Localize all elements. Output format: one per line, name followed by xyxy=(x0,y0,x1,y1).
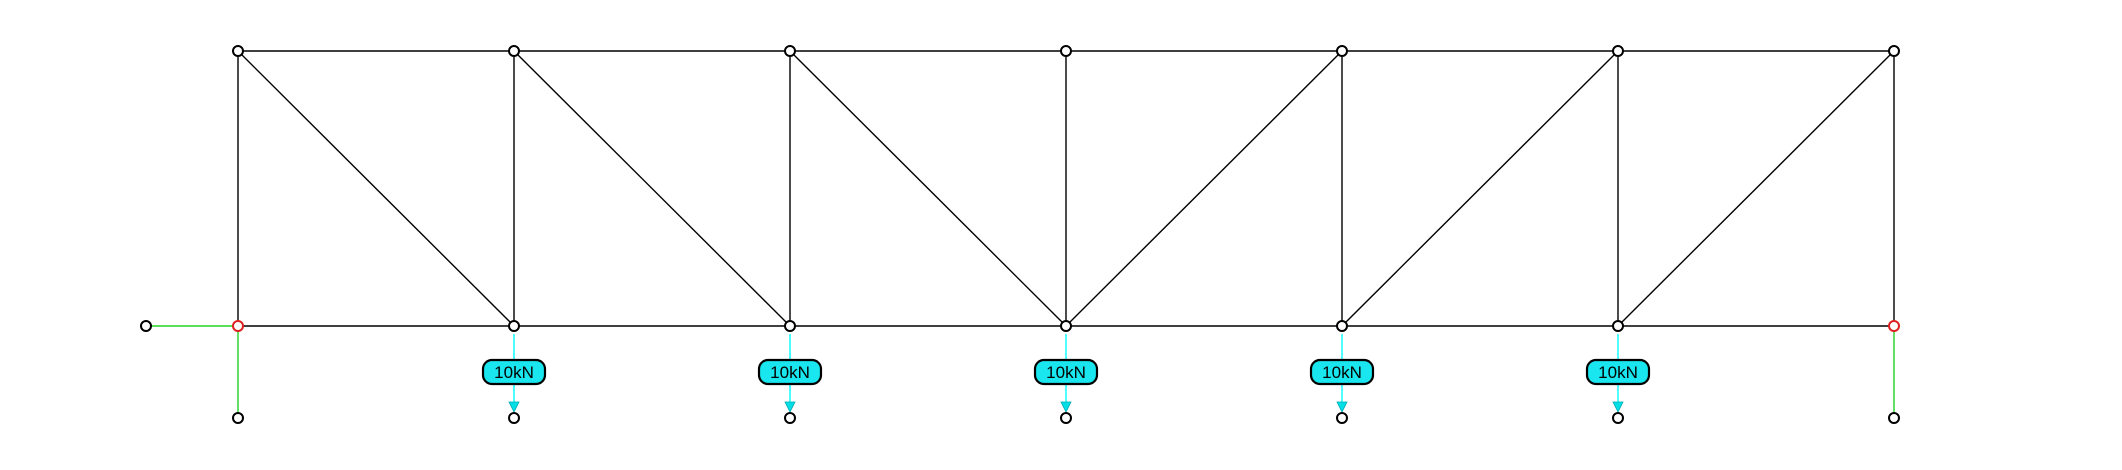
load-label-box xyxy=(481,358,547,386)
load-arrowhead-B6 xyxy=(1612,401,1624,413)
load-arrowhead-B4 xyxy=(1060,401,1072,413)
truss-member-T6-B5 xyxy=(1341,50,1619,327)
load-label-text: 10kN xyxy=(770,363,810,382)
load-label-text: 10kN xyxy=(494,363,534,382)
node-T5[interactable] xyxy=(1336,45,1348,57)
ground-node[interactable] xyxy=(140,320,152,332)
load-label-box xyxy=(1585,358,1651,386)
load-label-text: 10kN xyxy=(1322,363,1362,382)
load-label-box xyxy=(757,358,823,386)
ground-node[interactable] xyxy=(1612,412,1624,424)
load-label-box xyxy=(1033,358,1099,386)
load-label: 10kN xyxy=(481,358,547,386)
node-B5[interactable] xyxy=(1336,320,1348,332)
load-label: 10kN xyxy=(757,358,823,386)
load-label-box xyxy=(1309,358,1375,386)
truss-member-T5-B4 xyxy=(1065,50,1343,327)
load-arrowhead-B2 xyxy=(508,401,520,413)
truss-member-T1-B2 xyxy=(237,50,515,327)
load-label: 10kN xyxy=(1033,358,1099,386)
node-B2[interactable] xyxy=(508,320,520,332)
truss-nodes xyxy=(140,45,1900,424)
ground-node[interactable] xyxy=(1336,412,1348,424)
load-label-text: 10kN xyxy=(1046,363,1086,382)
node-T6[interactable] xyxy=(1612,45,1624,57)
truss-member-T3-B4 xyxy=(789,50,1067,327)
truss-member-T2-B3 xyxy=(513,50,791,327)
load-arrowhead-B3 xyxy=(784,401,796,413)
load-arrows xyxy=(508,334,1624,413)
load-label-text: 10kN xyxy=(1598,363,1638,382)
node-B7[interactable] xyxy=(1888,320,1900,332)
node-B3[interactable] xyxy=(784,320,796,332)
ground-node[interactable] xyxy=(784,412,796,424)
node-B1[interactable] xyxy=(232,320,244,332)
node-T2[interactable] xyxy=(508,45,520,57)
support-links xyxy=(146,325,1895,418)
ground-node[interactable] xyxy=(508,412,520,424)
node-T7[interactable] xyxy=(1888,45,1900,57)
node-T3[interactable] xyxy=(784,45,796,57)
load-label: 10kN xyxy=(1585,358,1651,386)
ground-node[interactable] xyxy=(1888,412,1900,424)
node-B6[interactable] xyxy=(1612,320,1624,332)
load-label: 10kN xyxy=(1309,358,1375,386)
ground-node[interactable] xyxy=(232,412,244,424)
truss-member-T7-B6 xyxy=(1617,50,1895,327)
truss-members xyxy=(237,50,1895,327)
node-T1[interactable] xyxy=(232,45,244,57)
ground-node[interactable] xyxy=(1060,412,1072,424)
load-arrowhead-B5 xyxy=(1336,401,1348,413)
node-B4[interactable] xyxy=(1060,320,1072,332)
node-T4[interactable] xyxy=(1060,45,1072,57)
